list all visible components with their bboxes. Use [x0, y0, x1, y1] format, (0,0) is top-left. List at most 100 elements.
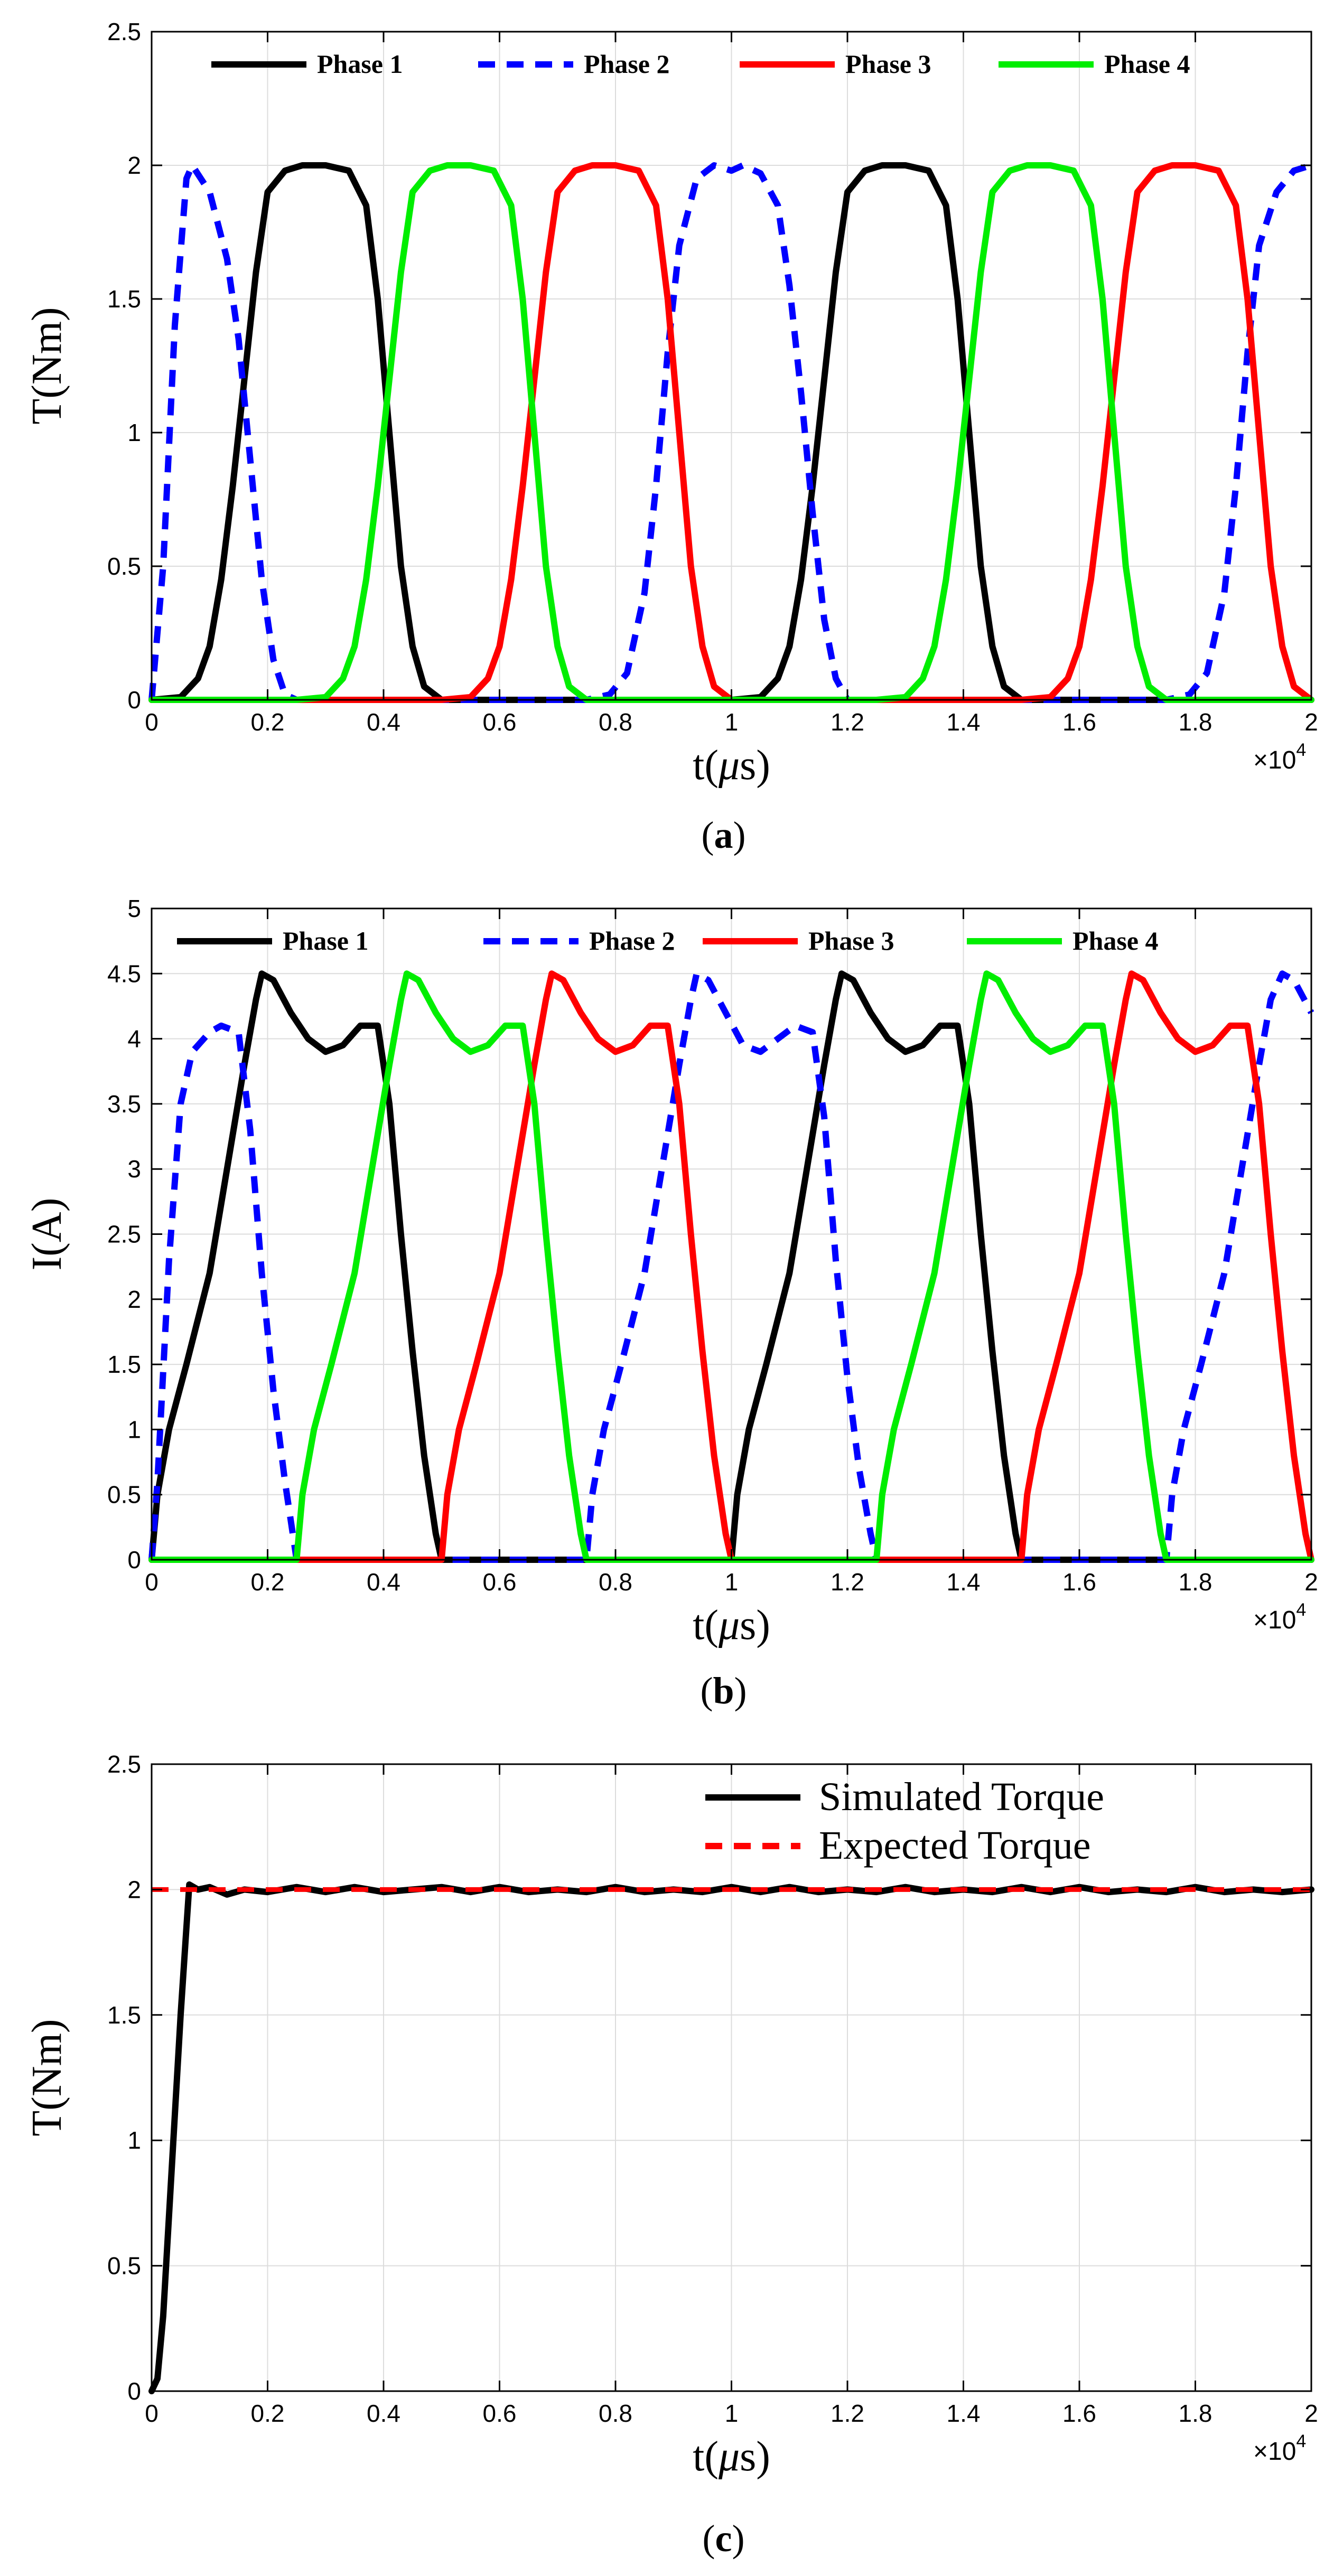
y-tick-label: 0: [127, 1546, 141, 1573]
y-tick-label: 2: [127, 1286, 141, 1313]
caption-close: ): [734, 1670, 747, 1712]
legend-label: Phase 4: [1072, 926, 1159, 956]
x-tick-label: 0.2: [251, 708, 285, 736]
y-axis-label: T(Nm): [24, 307, 70, 424]
x-axis-label-prefix: t(: [693, 742, 719, 789]
x-tick-label: 1.2: [831, 2400, 864, 2427]
caption-close: ): [732, 2517, 744, 2560]
y-tick-label: 0.5: [107, 1481, 141, 1509]
x-axis-label-suffix: s): [740, 1602, 770, 1648]
legend-label: Phase 3: [808, 926, 894, 956]
x-tick-label: 0.8: [599, 708, 632, 736]
x-tick-label: 1.2: [831, 1568, 864, 1596]
figure-caption-c: (c): [703, 2517, 745, 2560]
x-tick-label: 0.4: [367, 708, 400, 736]
x-multiplier-base: ×10: [1253, 746, 1296, 774]
x-multiplier-base: ×10: [1253, 1606, 1296, 1634]
x-tick-label: 0.6: [483, 708, 517, 736]
figure-caption-b: (b): [700, 1670, 747, 1712]
x-multiplier: ×104: [1253, 2431, 1306, 2466]
x-tick-label: 1.2: [831, 708, 864, 736]
x-axis-label-suffix: s): [740, 2433, 770, 2480]
caption-open: (: [700, 1670, 713, 1712]
x-tick-label: 1: [725, 708, 739, 736]
x-tick-label: 1.8: [1179, 708, 1213, 736]
y-tick-label: 2: [127, 152, 141, 179]
legend-label: Phase 4: [1104, 49, 1190, 79]
y-tick-label: 2.5: [107, 1750, 141, 1778]
chart-a: 0 0.2 0.4 0.6 0.8 1 1.2 1.4 1.6 1.8 2 0 0.5 1 1.5 2 2.5 t…: [24, 18, 1318, 856]
x-axis-label: t(μs): [693, 1602, 770, 1648]
x-tick-label: 0: [145, 1568, 158, 1596]
chart-c: 0 0.2 0.4 0.6 0.8 1 1.2 1.4 1.6 1.8 2 0 0.5 1 1.5 2 2.5 t…: [24, 1750, 1318, 2560]
x-tick-label: 2: [1304, 708, 1318, 736]
caption-letter: b: [713, 1670, 734, 1712]
y-tick-label: 0: [127, 2377, 141, 2405]
x-tick-label: 0.2: [251, 1568, 285, 1596]
y-tick-label: 1.5: [107, 285, 141, 313]
x-multiplier: ×104: [1253, 1600, 1306, 1634]
x-multiplier-base: ×10: [1253, 2438, 1296, 2466]
x-tick-label: 0.6: [483, 1568, 517, 1596]
x-tick-label: 1.8: [1179, 2400, 1213, 2427]
x-tick-label: 1.4: [947, 2400, 981, 2427]
y-axis-label: T(Nm): [24, 2019, 70, 2136]
x-axis-label: t(μs): [693, 742, 770, 789]
x-tick-label: 0.4: [367, 1568, 400, 1596]
y-tick-label: 2.5: [107, 18, 141, 45]
x-tick-label: 1.6: [1062, 708, 1096, 736]
legend-label: Phase 2: [584, 49, 670, 79]
x-tick-label: 0: [145, 2400, 158, 2427]
y-tick-label: 5: [127, 895, 141, 922]
x-multiplier: ×104: [1253, 740, 1306, 774]
x-multiplier-exponent: 4: [1296, 1600, 1306, 1620]
x-tick-label: 1.6: [1062, 2400, 1096, 2427]
x-axis-label-mu: μ: [718, 2433, 740, 2480]
x-tick-label: 2: [1304, 1568, 1318, 1596]
x-tick-label: 0.2: [251, 2400, 285, 2427]
x-tick-label: 1: [725, 2400, 739, 2427]
x-tick-label: 1.8: [1179, 1568, 1213, 1596]
caption-letter: c: [715, 2517, 732, 2560]
x-axis-label-prefix: t(: [693, 1602, 719, 1648]
legend-label: Phase 3: [845, 49, 931, 79]
x-tick-label: 0.6: [483, 2400, 517, 2427]
y-tick-label: 0: [127, 686, 141, 714]
caption-open: (: [702, 814, 714, 856]
x-tick-label: 0.8: [599, 1568, 632, 1596]
x-tick-label: 0.4: [367, 2400, 400, 2427]
y-tick-label: 1.5: [107, 1351, 141, 1378]
x-axis-label-prefix: t(: [693, 2433, 719, 2480]
y-tick-label: 1.5: [107, 2001, 141, 2029]
x-tick-label: 0: [145, 708, 158, 736]
x-tick-label: 1.4: [947, 1568, 981, 1596]
x-axis-label-suffix: s): [740, 742, 770, 789]
y-tick-label: 3.5: [107, 1090, 141, 1118]
caption-open: (: [703, 2517, 715, 2560]
y-tick-label: 3: [127, 1155, 141, 1183]
y-tick-label: 1: [127, 2127, 141, 2154]
series-line-simulated-torque: [148, 1881, 1314, 2394]
legend-label: Simulated Torque: [819, 1775, 1104, 1819]
x-tick-label: 0.8: [599, 2400, 632, 2427]
y-axis-label: I(A): [24, 1198, 70, 1271]
caption-letter: a: [714, 814, 733, 856]
series-line-phase-2: [148, 970, 1314, 1563]
y-tick-label: 1: [127, 419, 141, 446]
x-tick-label: 1: [725, 1568, 739, 1596]
y-tick-label: 2.5: [107, 1221, 141, 1248]
x-multiplier-exponent: 4: [1296, 2431, 1306, 2451]
legend-label: Expected Torque: [819, 1823, 1091, 1868]
series-line-phase-2: [148, 162, 1312, 703]
x-multiplier-exponent: 4: [1296, 740, 1306, 760]
y-tick-label: 2: [127, 1876, 141, 1903]
chart-b: 0 0.2 0.4 0.6 0.8 1 1.2 1.4 1.6 1.8 2 0 0.5 1 1.5 2 2.5 3…: [24, 895, 1318, 1712]
x-axis-label: t(μs): [693, 2433, 770, 2480]
x-tick-label: 1.6: [1062, 1568, 1096, 1596]
x-tick-label: 1.4: [947, 708, 981, 736]
figure-caption-a: (a): [702, 814, 746, 856]
caption-close: ): [733, 814, 746, 856]
legend-label: Phase 1: [283, 926, 369, 956]
x-axis-label-mu: μ: [718, 1602, 740, 1648]
y-tick-label: 4.5: [107, 960, 141, 987]
